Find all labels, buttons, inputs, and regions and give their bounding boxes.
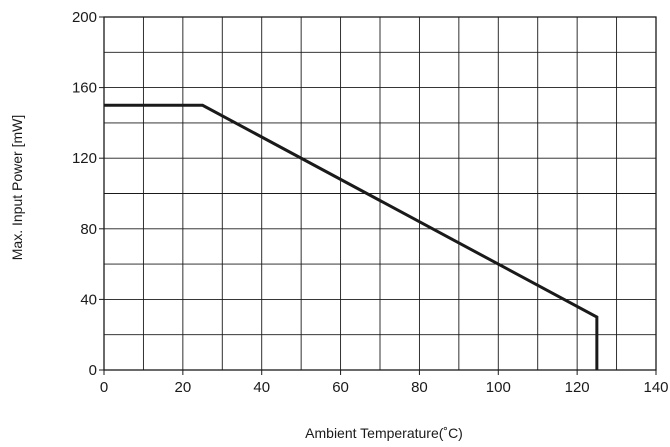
y-axis-title: Max. Input Power [mW]	[9, 115, 25, 260]
y-tick-label: 200	[72, 9, 97, 26]
y-tick-label: 40	[80, 291, 97, 308]
series-layer	[104, 103, 599, 370]
x-tick-label: 120	[565, 379, 590, 396]
x-tick-label: 0	[100, 379, 108, 396]
x-tick-label: 20	[175, 379, 192, 396]
x-tick-label: 60	[332, 379, 349, 396]
y-tick-label: 120	[72, 150, 97, 167]
plot-area-frame	[103, 16, 657, 371]
series-line	[104, 103, 599, 370]
x-tick-label: 40	[253, 379, 270, 396]
y-tick-label: 160	[72, 80, 97, 97]
x-axis-title: Ambient Temperature(˚C)	[305, 425, 463, 441]
y-tick-label: 80	[80, 221, 97, 238]
x-tick-label: 80	[411, 379, 428, 396]
y-tick-label: 0	[89, 362, 97, 379]
x-tick-label: 140	[643, 379, 668, 396]
grid	[104, 17, 656, 370]
tick-labels: 0 20 40 60 80 100 120 140 0 40 80 120 160 200	[72, 9, 669, 396]
x-tick-label: 100	[486, 379, 511, 396]
